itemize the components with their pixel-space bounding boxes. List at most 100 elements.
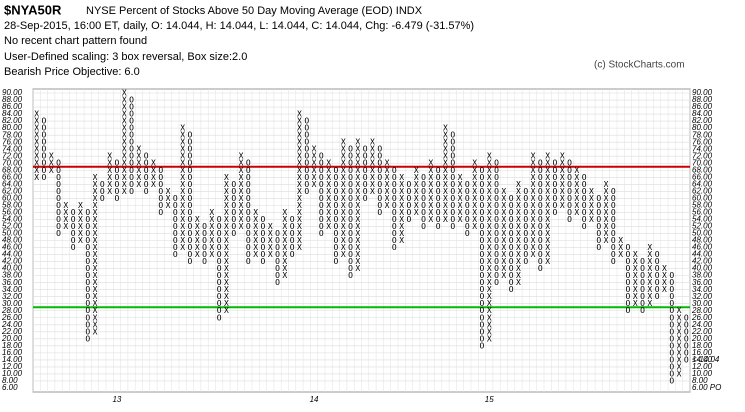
pf-box: O [85,292,90,301]
pf-box: O [596,208,601,217]
pf-box: O [567,166,572,175]
pf-box: O [85,271,90,280]
pf-box: O [640,285,645,294]
pf-box: X [34,145,39,154]
pf-box: X [122,110,127,119]
pf-box: X [370,138,375,147]
pf-box: O [538,215,543,224]
pf-box: O [363,194,368,203]
pf-box: O [129,138,134,147]
pf-box: X [604,180,609,189]
pf-box: O [304,187,309,196]
pf-box: X [662,278,667,287]
pf-box: O [538,229,543,238]
pf-box: X [399,215,404,224]
pf-box: O [348,229,353,238]
pf-box: O [480,208,485,217]
y-tick-label: 50.00 [692,229,713,238]
pf-box: O [261,257,266,266]
pf-box: X [297,194,302,203]
y-tick-label: 24.00 [691,320,713,329]
pf-box: X [516,194,521,203]
pf-box: X [355,215,360,224]
y-tick-label: 34.00 [692,285,713,294]
pf-box: X [472,173,477,182]
y-tick-label: 8.00 [692,376,708,385]
pf-box: O [144,180,149,189]
pf-box: O [173,243,178,252]
x-tick-label: 15 [485,395,494,404]
y-tick-label: 8.00 [2,376,18,385]
pf-box: O [56,194,61,203]
pf-box: O [611,257,616,266]
pf-box: O [42,117,47,126]
pf-box: X [487,278,492,287]
pf-box: X [341,159,346,168]
pf-box: O [655,271,660,280]
pf-box: X [297,131,302,140]
pf-box: X [487,173,492,182]
pf-box: X [224,208,229,217]
pf-box: X [355,250,360,259]
pf-box: O [144,152,149,161]
pf-box: O [669,271,674,280]
pf-box: O [509,278,514,287]
pf-box: O [509,243,514,252]
pf-box: X [604,194,609,203]
pf-box: X [78,222,83,231]
pf-box: X [458,208,463,217]
pf-box: O [100,194,105,203]
pf-box: O [348,264,353,273]
pf-box: X [399,208,404,217]
pf-box: X [443,152,448,161]
pf-box: X [341,166,346,175]
pf-box: O [231,194,236,203]
y-tick-label: 16.00 [2,348,23,357]
pf-box: X [677,306,682,315]
pf-box: O [655,285,660,294]
pf-box: X [618,243,623,252]
pf-box: X [604,229,609,238]
pf-box: X [414,180,419,189]
pf-box: O [596,243,601,252]
pf-box: O [202,250,207,259]
pf-box: O [304,131,309,140]
pf-box: X [370,180,375,189]
pf-box: X [224,299,229,308]
pf-box: X [78,201,83,210]
pf-box: X [618,236,623,245]
pf-box: X [501,250,506,259]
pf-box: X [399,194,404,203]
pf-box: X [545,250,550,259]
pf-box: O [290,243,295,252]
pf-box: X [443,187,448,196]
pf-box: O [348,208,353,217]
pf-box: X [93,173,98,182]
y-tick-label: 82.00 [2,116,23,125]
pf-box: O [567,201,572,210]
pf-box: X [107,180,112,189]
pf-box: O [202,229,207,238]
pf-box: X [355,152,360,161]
pf-box: X [122,159,127,168]
pf-box: X [312,145,317,154]
pf-box: O [231,222,236,231]
pf-box: O [85,215,90,224]
y-tick-label: 36.00 [2,278,23,287]
pf-box: O [100,187,105,196]
pf-box: X [604,208,609,217]
pf-box: O [655,250,660,259]
pf-box: O [188,194,193,203]
pf-box: O [421,180,426,189]
pf-box: X [487,243,492,252]
